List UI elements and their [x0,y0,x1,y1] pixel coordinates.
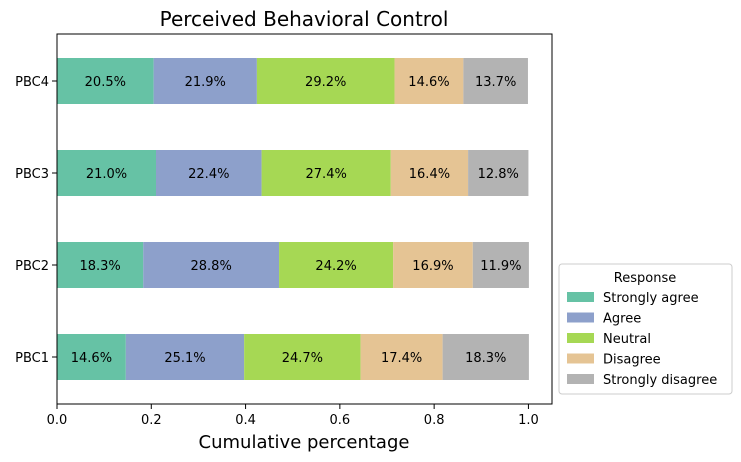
bar-segment [57,150,156,196]
legend-label: Neutral [603,332,651,347]
bars-layer: 14.6% 25.1% 24.7% 17.4% 18.3% 18.3% 28.8% 24.2%… [57,58,529,380]
plot-frame [56,33,553,405]
bar-segment [463,58,528,104]
bar-segment [125,334,245,380]
legend-label: Strongly disagree [603,373,717,388]
bar-segment-label: 21.9% [185,75,226,90]
bar-segment [390,150,469,196]
bar-segment [472,242,529,288]
bar-segment-label: 18.3% [465,351,506,366]
bar-segment [360,334,443,380]
legend-label: Agree [603,312,641,327]
bar-segment-label: 13.7% [475,75,516,90]
legend-label: Strongly agree [603,291,699,306]
legend-swatch [567,374,594,384]
bar-segment-label: 18.3% [79,259,120,274]
bar-segment-label: 22.4% [188,167,229,182]
x-axis-label: Cumulative percentage [199,432,410,453]
bar-segment-label: 16.4% [409,167,450,182]
bar-segment-label: 28.8% [191,259,232,274]
bar-segment-label: 29.2% [305,75,346,90]
y-tick-label: PBC1 [15,351,49,366]
bar-segment-label: 14.6% [408,75,449,90]
bar-segment-label: 20.5% [85,75,126,90]
x-tick-label: 0.2 [141,413,162,428]
legend-swatch [567,312,594,323]
chart-title: Perceived Behavioral Control [160,7,449,31]
bar-segment [442,334,529,380]
legend-swatch [567,292,594,302]
legend-title: Response [614,271,676,286]
bar-segment [261,150,391,196]
bar-segment-label: 16.9% [412,259,453,274]
legend-box [558,263,733,395]
bar-segment [143,242,280,288]
bar-segment [57,242,144,288]
bar-segment-label: 14.6% [71,351,112,366]
y-tick-label: PBC3 [15,167,49,182]
bar-segment-label: 25.1% [164,351,205,366]
x-tick-label: 0.4 [235,413,256,428]
bar-segment-label: 17.4% [381,351,422,366]
bar-segment-label: 12.8% [478,167,519,182]
legend-swatch [567,353,594,364]
x-tick-label: 1.0 [518,413,539,428]
bar-segment [393,242,473,288]
legend: Response Strongly agree Agree Neutral Disag… [558,263,733,395]
bar-segment [468,150,529,196]
bar-segment-label: 24.7% [282,351,323,366]
legend-label: Disagree [603,353,661,368]
bar-segment-label: 21.0% [86,167,127,182]
bar-segment-label: 24.2% [315,259,356,274]
bar-segment [153,58,257,104]
bar-segment [256,58,395,104]
bar-segment-label: 11.9% [480,259,521,274]
bar-segment [244,334,361,380]
y-tick-label: PBC2 [15,259,49,274]
bar-segment [394,58,464,104]
bar-segment-label: 27.4% [306,167,347,182]
bar-segment [279,242,394,288]
x-axis: 0.0 0.2 0.4 0.6 0.8 1.0 [47,404,539,428]
x-tick-label: 0.8 [424,413,445,428]
y-tick-label: PBC4 [15,75,49,90]
y-axis: PBC1 PBC2 PBC3 PBC4 [15,75,57,366]
x-tick-label: 0.6 [330,413,351,428]
legend-swatch [567,333,594,343]
bar-segment [57,58,154,104]
bar-segment [156,150,262,196]
x-tick-label: 0.0 [47,413,68,428]
bar-segment [57,334,126,380]
